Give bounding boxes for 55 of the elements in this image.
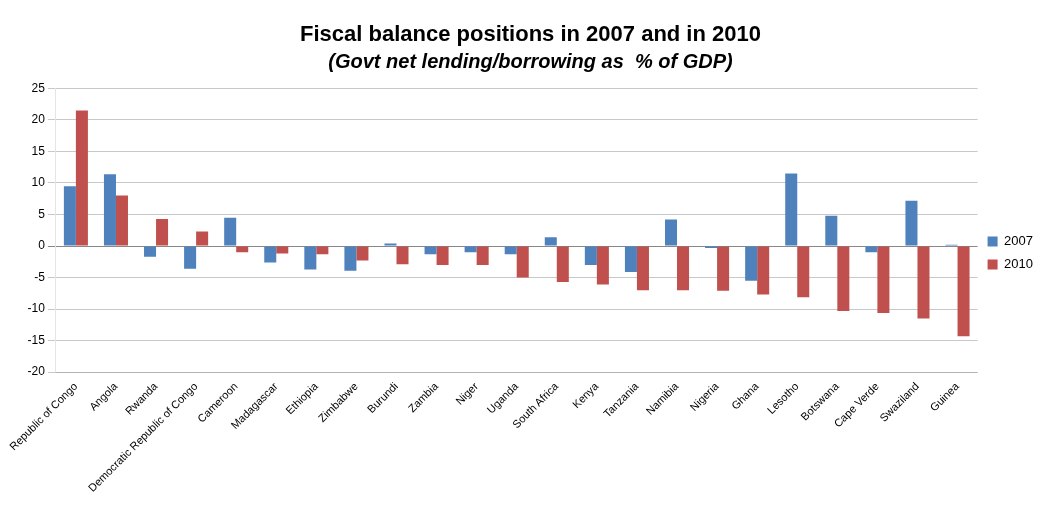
bar: [184, 246, 197, 269]
bar: [103, 174, 116, 246]
bar: [905, 200, 918, 246]
y-tick-label: 15: [31, 143, 46, 158]
bar: [785, 173, 798, 246]
bar: [276, 246, 289, 254]
bar: [384, 243, 397, 246]
y-tick-label: -5: [34, 269, 46, 284]
y-tick-label: -10: [27, 301, 46, 316]
bar: [144, 246, 157, 257]
bar: [677, 246, 690, 291]
y-tick-label: -15: [27, 332, 46, 347]
bar: [344, 246, 357, 271]
chart-title: Fiscal balance positions in 2007 and in 2010: [300, 21, 761, 47]
bar: [745, 246, 758, 281]
bar: [544, 237, 557, 246]
legend-label: 2007: [1004, 233, 1033, 249]
bar: [196, 231, 209, 246]
bar: [424, 246, 437, 255]
bar: [264, 246, 277, 263]
y-tick-label: 20: [31, 112, 46, 127]
chart-subtitle: (Govt net lending/borrowing as % of GDP): [328, 49, 734, 72]
bar: [797, 246, 810, 298]
bar: [877, 246, 890, 313]
legend-label: 2010: [1004, 256, 1033, 272]
y-tick-label: -20: [27, 364, 46, 379]
bar: [63, 186, 76, 246]
bar: [224, 217, 237, 246]
bar: [75, 110, 88, 246]
bar: [115, 195, 128, 246]
bar: [957, 246, 970, 337]
y-tick-label: 25: [31, 80, 46, 95]
bar: [717, 246, 730, 291]
bar: [156, 218, 169, 246]
bar: [624, 246, 637, 272]
bar: [516, 246, 529, 278]
bar: [665, 219, 678, 246]
bar: [504, 246, 517, 255]
bar: [356, 246, 369, 261]
bar: [837, 246, 850, 312]
bar: [396, 246, 409, 265]
bar: [556, 246, 569, 282]
bar: [596, 246, 609, 285]
bar: [825, 215, 838, 246]
bar: [757, 246, 770, 295]
bar: [436, 246, 449, 265]
bar: [304, 246, 317, 270]
bar: [584, 246, 597, 265]
y-tick-label: 10: [31, 175, 46, 190]
y-tick-label: 0: [38, 238, 46, 253]
bar: [316, 246, 329, 255]
bar: [917, 246, 930, 319]
bar: [636, 246, 649, 291]
y-tick-label: 5: [38, 206, 46, 221]
bar: [476, 246, 489, 265]
